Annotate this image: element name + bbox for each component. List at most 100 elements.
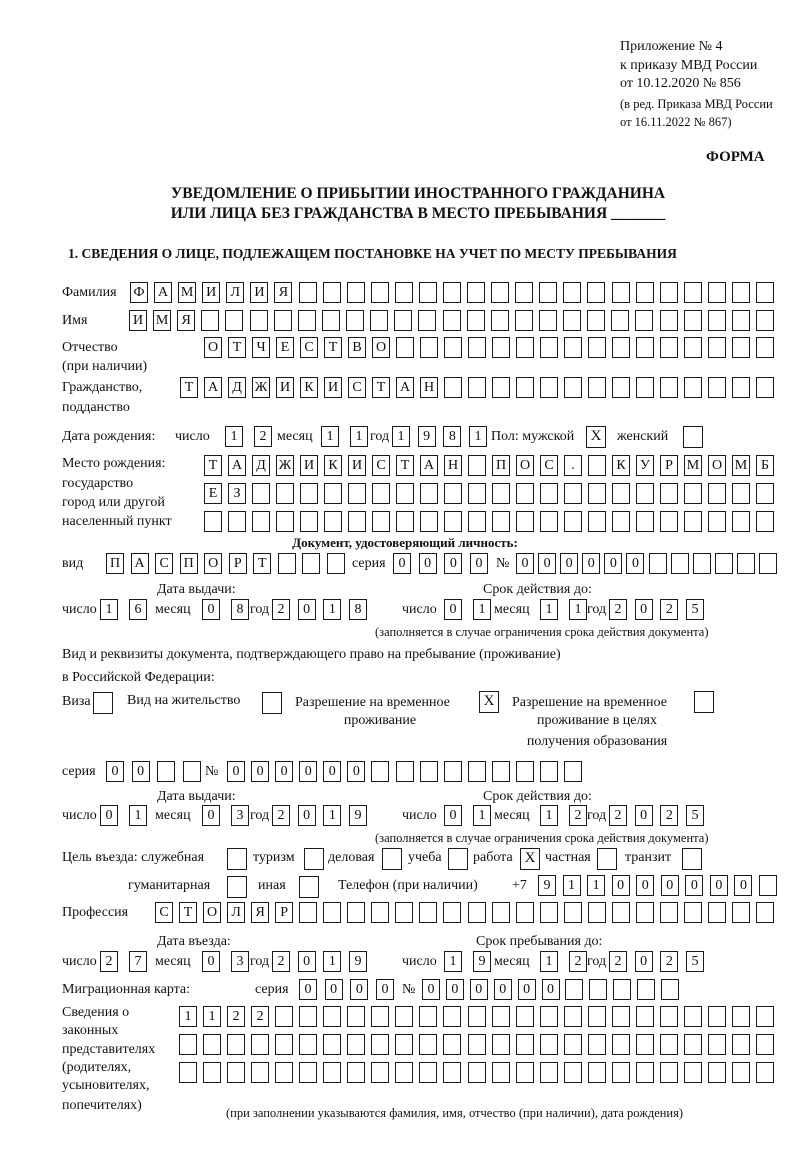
char-box[interactable]: З <box>228 483 246 504</box>
char-box[interactable] <box>346 310 365 331</box>
char-box[interactable] <box>302 553 321 574</box>
purpose-business-checkbox[interactable] <box>382 848 402 870</box>
char-box[interactable] <box>635 1006 654 1027</box>
char-box[interactable]: Ж <box>276 455 294 476</box>
char-box[interactable]: А <box>228 455 246 476</box>
char-box[interactable] <box>732 483 750 504</box>
char-box[interactable]: 0 <box>634 599 653 620</box>
char-box[interactable] <box>589 979 608 1000</box>
char-box[interactable]: 1 <box>540 599 558 620</box>
char-box[interactable] <box>759 875 777 896</box>
char-box[interactable]: О <box>372 337 390 358</box>
char-box[interactable]: А <box>420 455 438 476</box>
char-box[interactable]: 1 <box>444 951 462 972</box>
char-box[interactable] <box>683 1062 702 1083</box>
char-box[interactable]: 0 <box>709 875 728 896</box>
char-box[interactable]: 0 <box>297 599 316 620</box>
char-box[interactable] <box>419 1006 438 1027</box>
purpose-tourism-checkbox[interactable] <box>304 848 324 870</box>
char-box[interactable]: 0 <box>422 979 440 1000</box>
char-box[interactable]: 0 <box>626 553 645 574</box>
char-box[interactable] <box>539 282 558 303</box>
char-box[interactable]: 0 <box>324 979 343 1000</box>
char-box[interactable] <box>467 761 486 782</box>
char-box[interactable]: 2 <box>660 805 679 826</box>
char-box[interactable]: 0 <box>106 761 124 782</box>
char-box[interactable] <box>276 483 294 504</box>
char-box[interactable]: 1 <box>203 1006 222 1027</box>
char-box[interactable]: 1 <box>473 805 491 826</box>
char-box[interactable] <box>297 310 316 331</box>
char-box[interactable]: Р <box>275 902 294 923</box>
char-box[interactable]: Т <box>372 377 390 398</box>
char-box[interactable] <box>395 761 414 782</box>
char-box[interactable] <box>707 902 726 923</box>
char-box[interactable] <box>538 310 557 331</box>
guardians-field-row[interactable] <box>179 1062 775 1084</box>
char-box[interactable] <box>300 511 318 532</box>
char-box[interactable] <box>420 511 438 532</box>
char-box[interactable] <box>707 310 726 331</box>
char-box[interactable] <box>299 902 318 923</box>
char-box[interactable] <box>660 337 678 358</box>
char-box[interactable]: О <box>204 553 223 574</box>
char-box[interactable]: 2 <box>272 805 290 826</box>
char-box[interactable] <box>442 310 461 331</box>
char-box[interactable]: 2 <box>251 1006 270 1027</box>
char-box[interactable] <box>660 483 678 504</box>
char-box[interactable] <box>395 1006 414 1027</box>
char-box[interactable]: 0 <box>611 875 630 896</box>
char-box[interactable] <box>564 511 582 532</box>
char-box[interactable] <box>611 902 630 923</box>
char-box[interactable] <box>756 1034 774 1055</box>
char-box[interactable]: 2 <box>100 951 118 972</box>
char-box[interactable] <box>444 483 462 504</box>
char-box[interactable]: Л <box>227 902 246 923</box>
char-box[interactable]: 2 <box>609 951 627 972</box>
char-box[interactable] <box>540 483 558 504</box>
char-box[interactable] <box>692 553 711 574</box>
char-box[interactable]: 2 <box>660 599 679 620</box>
char-box[interactable]: Т <box>396 455 414 476</box>
char-box[interactable] <box>659 310 678 331</box>
char-box[interactable]: С <box>155 553 174 574</box>
char-box[interactable] <box>707 1006 726 1027</box>
char-box[interactable]: С <box>300 337 318 358</box>
purpose-study-checkbox[interactable] <box>448 848 468 870</box>
purpose-transit-checkbox[interactable] <box>682 848 702 870</box>
char-box[interactable] <box>251 1034 270 1055</box>
char-box[interactable]: 0 <box>100 805 118 826</box>
char-box[interactable]: 3 <box>231 951 249 972</box>
char-box[interactable] <box>491 282 510 303</box>
char-box[interactable] <box>756 337 774 358</box>
char-box[interactable] <box>683 1034 702 1055</box>
char-box[interactable] <box>515 902 534 923</box>
char-box[interactable] <box>275 1062 294 1083</box>
char-box[interactable]: Т <box>179 902 198 923</box>
char-box[interactable]: 8 <box>443 426 462 447</box>
char-box[interactable]: С <box>540 455 558 476</box>
char-box[interactable]: 8 <box>231 599 249 620</box>
char-box[interactable]: И <box>250 282 269 303</box>
char-box[interactable] <box>492 337 510 358</box>
char-box[interactable]: 1 <box>540 805 558 826</box>
char-box[interactable]: А <box>204 377 222 398</box>
char-box[interactable] <box>327 553 345 574</box>
char-box[interactable] <box>443 1034 462 1055</box>
char-box[interactable]: 1 <box>129 805 147 826</box>
char-box[interactable]: С <box>155 902 173 923</box>
char-box[interactable] <box>323 1006 342 1027</box>
male-checkbox[interactable]: X <box>586 426 606 448</box>
char-box[interactable] <box>660 511 678 532</box>
char-box[interactable] <box>587 1062 606 1083</box>
char-box[interactable]: 0 <box>734 875 753 896</box>
char-box[interactable] <box>756 282 774 303</box>
char-box[interactable]: 0 <box>634 951 653 972</box>
char-box[interactable]: 0 <box>297 805 316 826</box>
char-box[interactable]: 2 <box>272 599 290 620</box>
